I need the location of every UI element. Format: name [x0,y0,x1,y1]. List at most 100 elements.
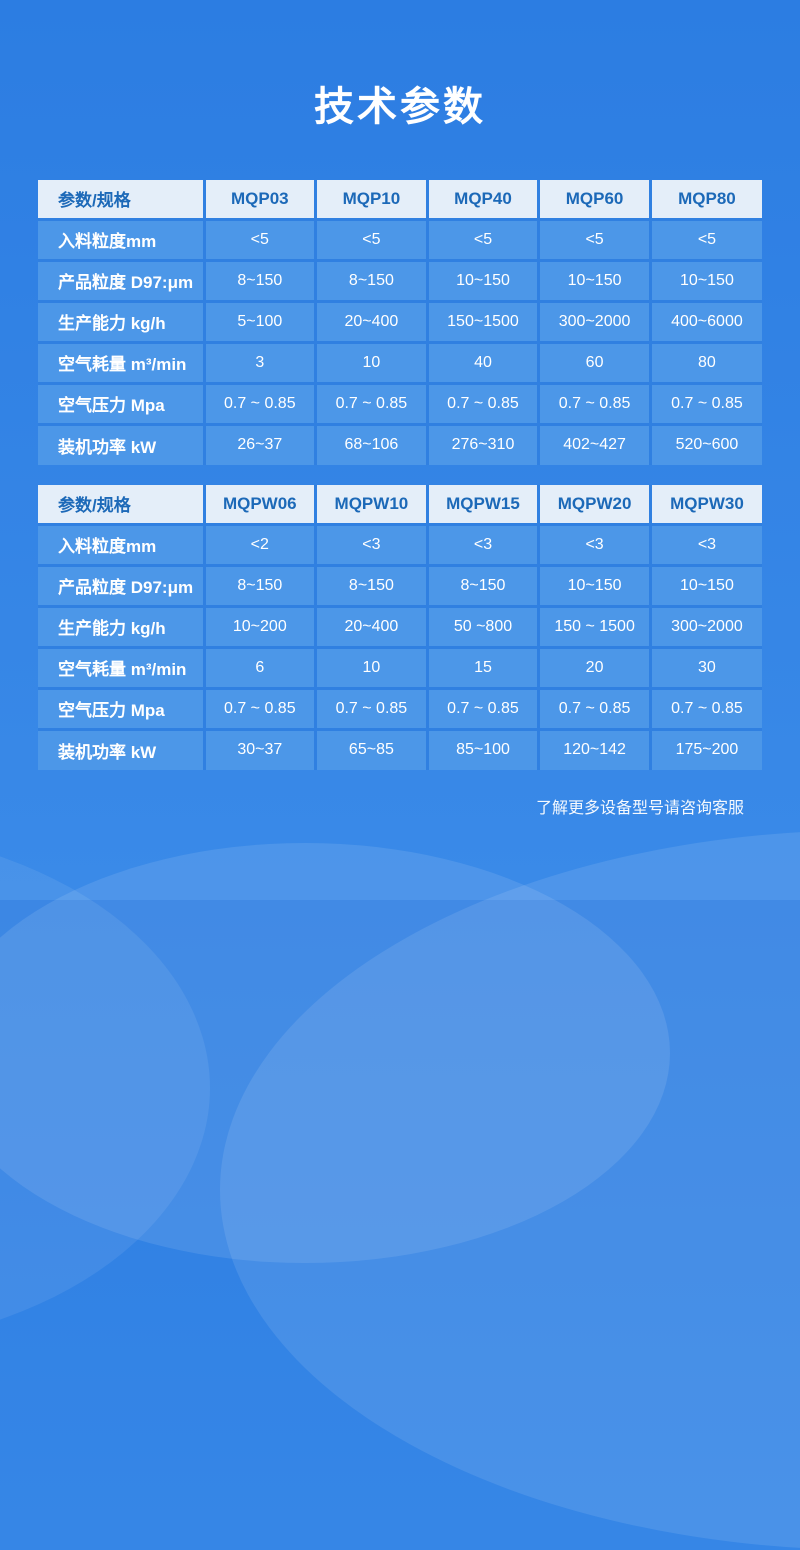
value-cell: 65~85 [314,727,429,772]
row-label-cell: 生产能力 kg/h [36,604,206,649]
table-row: 空气压力 Mpa 0.7 ~ 0.85 0.7 ~ 0.85 0.7 ~ 0.85 0.… [36,381,764,426]
model-header-cell: MQPW10 [314,483,429,526]
table-row: 入料粒度mm <2 <3 <3 <3 <3 [36,522,764,567]
value-cell: 3 [202,340,318,385]
spec-table-mqpw: 参数/规格 MQPW06 MQPW10 MQPW15 MQPW20 MQPW30 入料粒度… [36,483,764,772]
value-cell: 5~100 [202,299,318,344]
model-header-cell: MQPW30 [648,483,764,526]
row-label-cell: 空气压力 Mpa [36,686,206,731]
value-cell: 300~2000 [648,604,764,649]
row-label-cell: 空气耗量 m³/min [36,340,206,385]
value-cell: 0.7 ~ 0.85 [202,686,318,731]
value-cell: 402~427 [537,422,652,467]
row-label-cell: 入料粒度mm [36,522,206,567]
row-label-cell: 入料粒度mm [36,217,206,262]
table-row: 入料粒度mm <5 <5 <5 <5 <5 [36,217,764,262]
value-cell: <3 [537,522,652,567]
table-row: 生产能力 kg/h 10~200 20~400 50 ~800 150 ~ 1500 30… [36,604,764,649]
value-cell: 10~150 [648,563,764,608]
value-cell: <5 [425,217,541,262]
value-cell: 276~310 [425,422,541,467]
value-cell: <3 [648,522,764,567]
value-cell: 10~200 [202,604,318,649]
value-cell: 40 [425,340,541,385]
value-cell: 8~150 [202,258,318,303]
table-header-row: 参数/规格 MQP03 MQP10 MQP40 MQP60 MQP80 [36,178,764,221]
model-header-cell: MQPW15 [425,483,541,526]
value-cell: 60 [537,340,652,385]
table-row: 生产能力 kg/h 5~100 20~400 150~1500 300~2000 400~… [36,299,764,344]
value-cell: 20~400 [314,604,429,649]
model-header-cell: MQPW20 [537,483,652,526]
tables-container: 参数/规格 MQP03 MQP10 MQP40 MQP60 MQP80 入料粒度mm <5 <… [0,178,800,772]
spec-table-mqp: 参数/规格 MQP03 MQP10 MQP40 MQP60 MQP80 入料粒度mm <5 <… [36,178,764,467]
footer-note: 了解更多设备型号请咨询客服 [535,800,744,817]
value-cell: 0.7 ~ 0.85 [425,686,541,731]
value-cell: 10 [314,645,429,690]
value-cell: 0.7 ~ 0.85 [314,686,429,731]
row-label-cell: 生产能力 kg/h [36,299,206,344]
value-cell: 68~106 [314,422,429,467]
value-cell: 0.7 ~ 0.85 [648,686,764,731]
value-cell: <2 [202,522,318,567]
row-label-cell: 装机功率 kW [36,422,206,467]
value-cell: 20~400 [314,299,429,344]
table-row: 空气耗量 m³/min 6 10 15 20 30 [36,645,764,690]
value-cell: 0.7 ~ 0.85 [425,381,541,426]
table-row: 产品粒度 D97:μm 8~150 8~150 10~150 10~150 10~150 [36,258,764,303]
model-header-cell: MQP60 [537,178,652,221]
value-cell: 0.7 ~ 0.85 [202,381,318,426]
table-header-row: 参数/规格 MQPW06 MQPW10 MQPW15 MQPW20 MQPW30 [36,483,764,526]
row-label-cell: 空气压力 Mpa [36,381,206,426]
row-label-cell: 产品粒度 D97:μm [36,258,206,303]
row-label-cell: 产品粒度 D97:μm [36,563,206,608]
table-row: 装机功率 kW 26~37 68~106 276~310 402~427 520~600 [36,422,764,467]
value-cell: 30~37 [202,727,318,772]
value-cell: 10 [314,340,429,385]
table-row: 产品粒度 D97:μm 8~150 8~150 8~150 10~150 10~150 [36,563,764,608]
value-cell: <3 [425,522,541,567]
value-cell: 150~1500 [425,299,541,344]
value-cell: 175~200 [648,727,764,772]
value-cell: 0.7 ~ 0.85 [314,381,429,426]
value-cell: 8~150 [314,258,429,303]
value-cell: <5 [202,217,318,262]
model-header-cell: MQP03 [202,178,318,221]
value-cell: <5 [537,217,652,262]
value-cell: 8~150 [425,563,541,608]
value-cell: 20 [537,645,652,690]
background-wave-left [0,828,210,1348]
value-cell: 400~6000 [648,299,764,344]
page-title: 技术参数 [314,85,486,129]
row-label-cell: 空气耗量 m³/min [36,645,206,690]
table-row: 空气压力 Mpa 0.7 ~ 0.85 0.7 ~ 0.85 0.7 ~ 0.85 0.… [36,686,764,731]
value-cell: 0.7 ~ 0.85 [537,381,652,426]
value-cell: 10~150 [425,258,541,303]
value-cell: 6 [202,645,318,690]
value-cell: <3 [314,522,429,567]
value-cell: 150 ~ 1500 [537,604,652,649]
value-cell: 50 ~800 [425,604,541,649]
table-row: 空气耗量 m³/min 3 10 40 60 80 [36,340,764,385]
model-header-cell: MQP10 [314,178,429,221]
table-row: 装机功率 kW 30~37 65~85 85~100 120~142 175~200 [36,727,764,772]
value-cell: 0.7 ~ 0.85 [648,381,764,426]
row-label-cell: 装机功率 kW [36,727,206,772]
value-cell: 26~37 [202,422,318,467]
model-header-cell: MQP40 [425,178,541,221]
value-cell: <5 [314,217,429,262]
value-cell: 520~600 [648,422,764,467]
model-header-cell: MQPW06 [202,483,318,526]
value-cell: 80 [648,340,764,385]
params-spec-header-cell: 参数/规格 [36,178,206,221]
value-cell: 85~100 [425,727,541,772]
background-wave-right [220,830,800,1550]
model-header-cell: MQP80 [648,178,764,221]
value-cell: <5 [648,217,764,262]
spec-sheet: 技术参数 参数/规格 MQP03 MQP10 MQP40 MQP60 MQP80 入料粒度… [0,85,800,817]
params-spec-header-cell: 参数/规格 [36,483,206,526]
value-cell: 120~142 [537,727,652,772]
value-cell: 0.7 ~ 0.85 [537,686,652,731]
value-cell: 15 [425,645,541,690]
background-wave-center [0,843,670,1263]
